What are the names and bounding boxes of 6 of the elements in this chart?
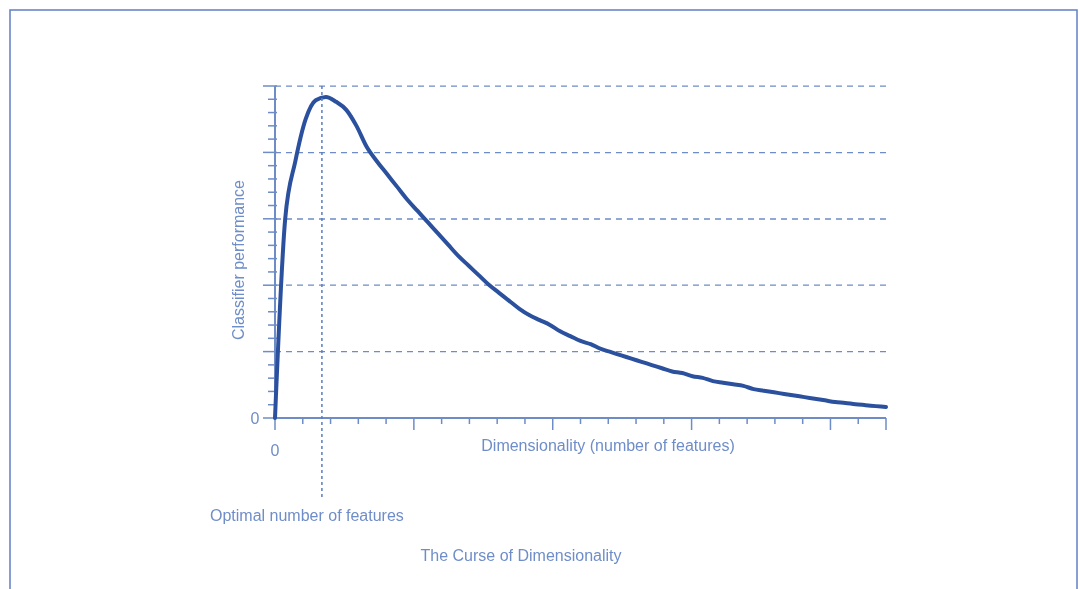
x-axis-title: Dimensionality (number of features) [481,437,735,454]
text: 0 [270,442,280,459]
y-axis-title: Classifier performance [230,179,247,341]
text: Optimal number of features [209,507,404,524]
text: 0 [250,410,260,427]
text: The Curse of Dimensionality [420,547,622,564]
